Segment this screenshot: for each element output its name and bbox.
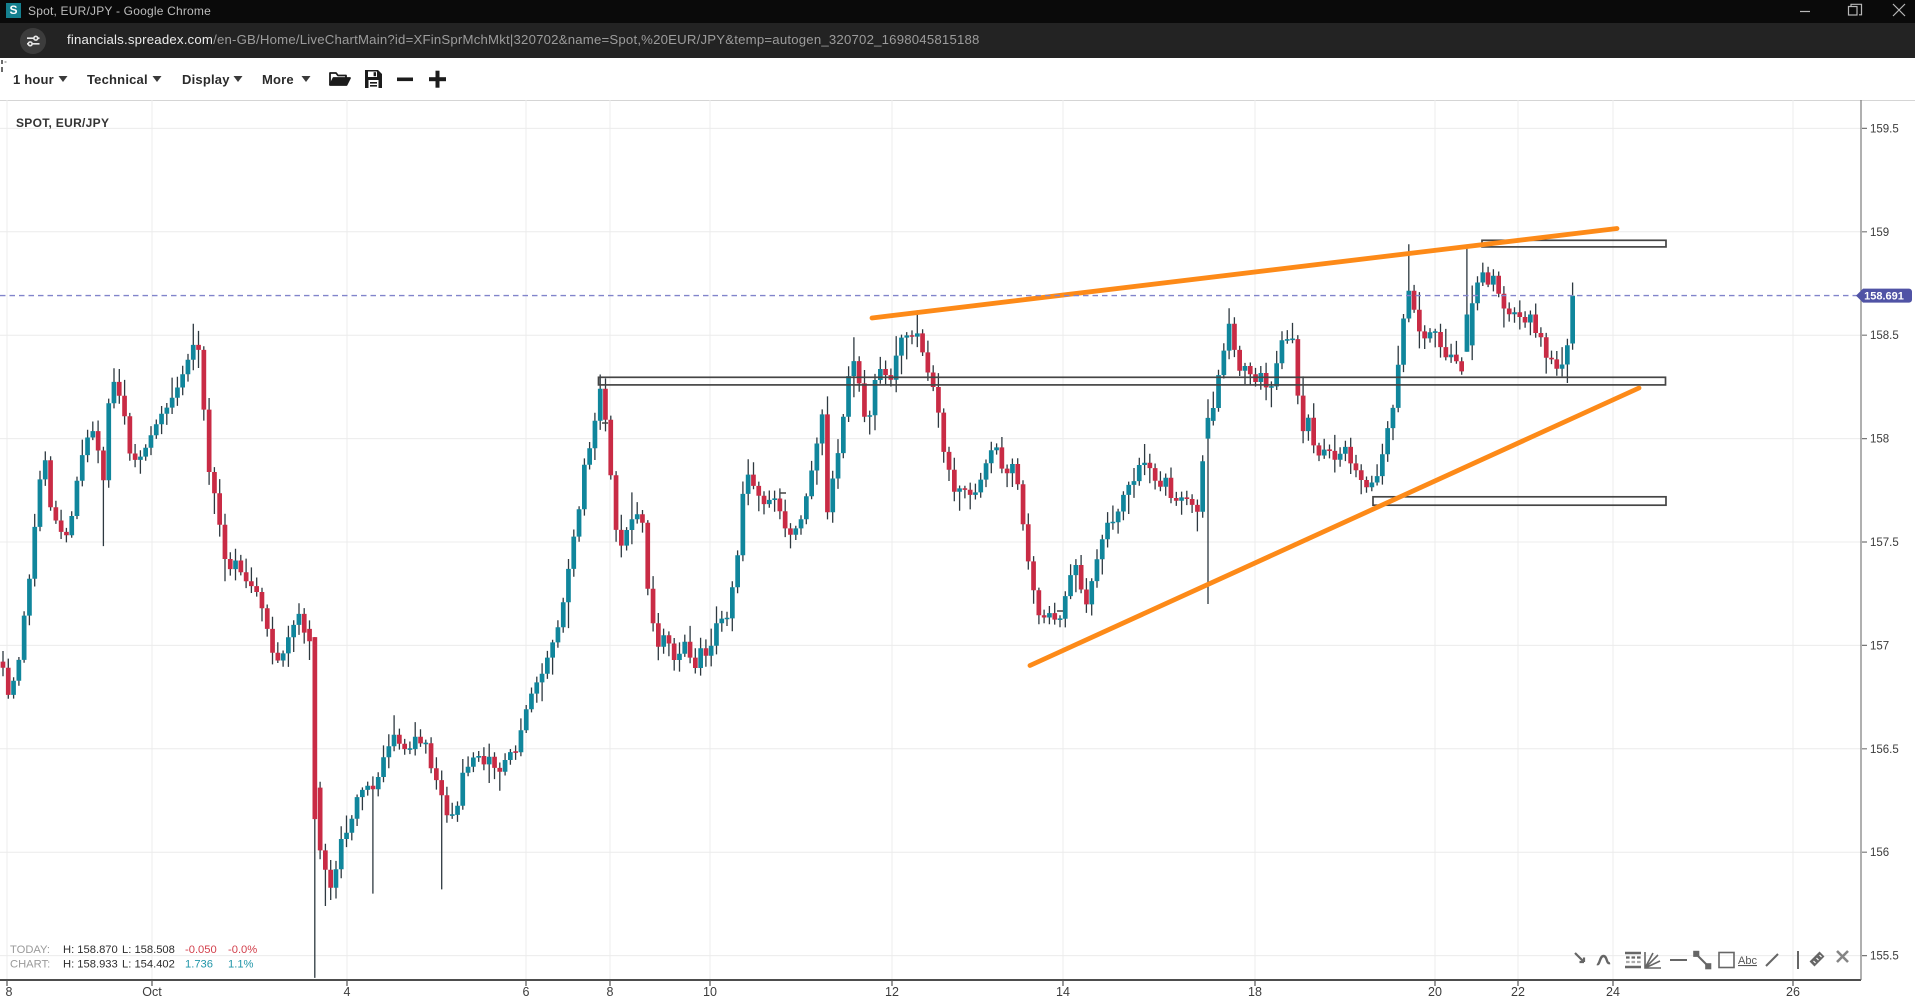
svg-text:8: 8 (6, 985, 13, 999)
svg-text:1.736: 1.736 (185, 959, 213, 971)
svg-text:158.691: 158.691 (1864, 291, 1904, 303)
svg-text:20: 20 (1428, 985, 1442, 999)
svg-text:159.5: 159.5 (1870, 123, 1899, 135)
svg-text:158: 158 (1870, 434, 1889, 446)
svg-text:H: 158.933: H: 158.933 (63, 959, 118, 971)
svg-text:H: 158.870: H: 158.870 (63, 944, 118, 956)
svg-text:14: 14 (1056, 985, 1070, 999)
svg-text:157.5: 157.5 (1870, 537, 1899, 549)
svg-text:155.5: 155.5 (1870, 951, 1899, 963)
svg-text:CHART:: CHART: (10, 959, 50, 971)
svg-text:22: 22 (1511, 985, 1525, 999)
svg-text:Abc: Abc (1738, 955, 1757, 967)
svg-text:18: 18 (1248, 985, 1262, 999)
svg-text:26: 26 (1786, 985, 1800, 999)
svg-text:159: 159 (1870, 227, 1889, 239)
svg-text:4: 4 (344, 985, 351, 999)
svg-text:-0.0%: -0.0% (228, 944, 257, 956)
svg-text:TODAY:: TODAY: (10, 944, 50, 956)
svg-text:Oct: Oct (142, 985, 162, 999)
svg-text:L: 154.402: L: 154.402 (122, 959, 175, 971)
svg-text:-0.050: -0.050 (185, 944, 217, 956)
svg-text:156: 156 (1870, 847, 1889, 859)
svg-text:24: 24 (1606, 985, 1620, 999)
svg-text:157: 157 (1870, 640, 1889, 652)
svg-text:L: 158.508: L: 158.508 (122, 944, 175, 956)
svg-text:SPOT, EUR/JPY: SPOT, EUR/JPY (16, 116, 109, 130)
svg-text:10: 10 (703, 985, 717, 999)
svg-text:1.1%: 1.1% (228, 959, 254, 971)
svg-text:12: 12 (885, 985, 899, 999)
svg-text:6: 6 (523, 985, 530, 999)
svg-text:158.5: 158.5 (1870, 330, 1899, 342)
svg-text:156.5: 156.5 (1870, 744, 1899, 756)
svg-text:8: 8 (607, 985, 614, 999)
